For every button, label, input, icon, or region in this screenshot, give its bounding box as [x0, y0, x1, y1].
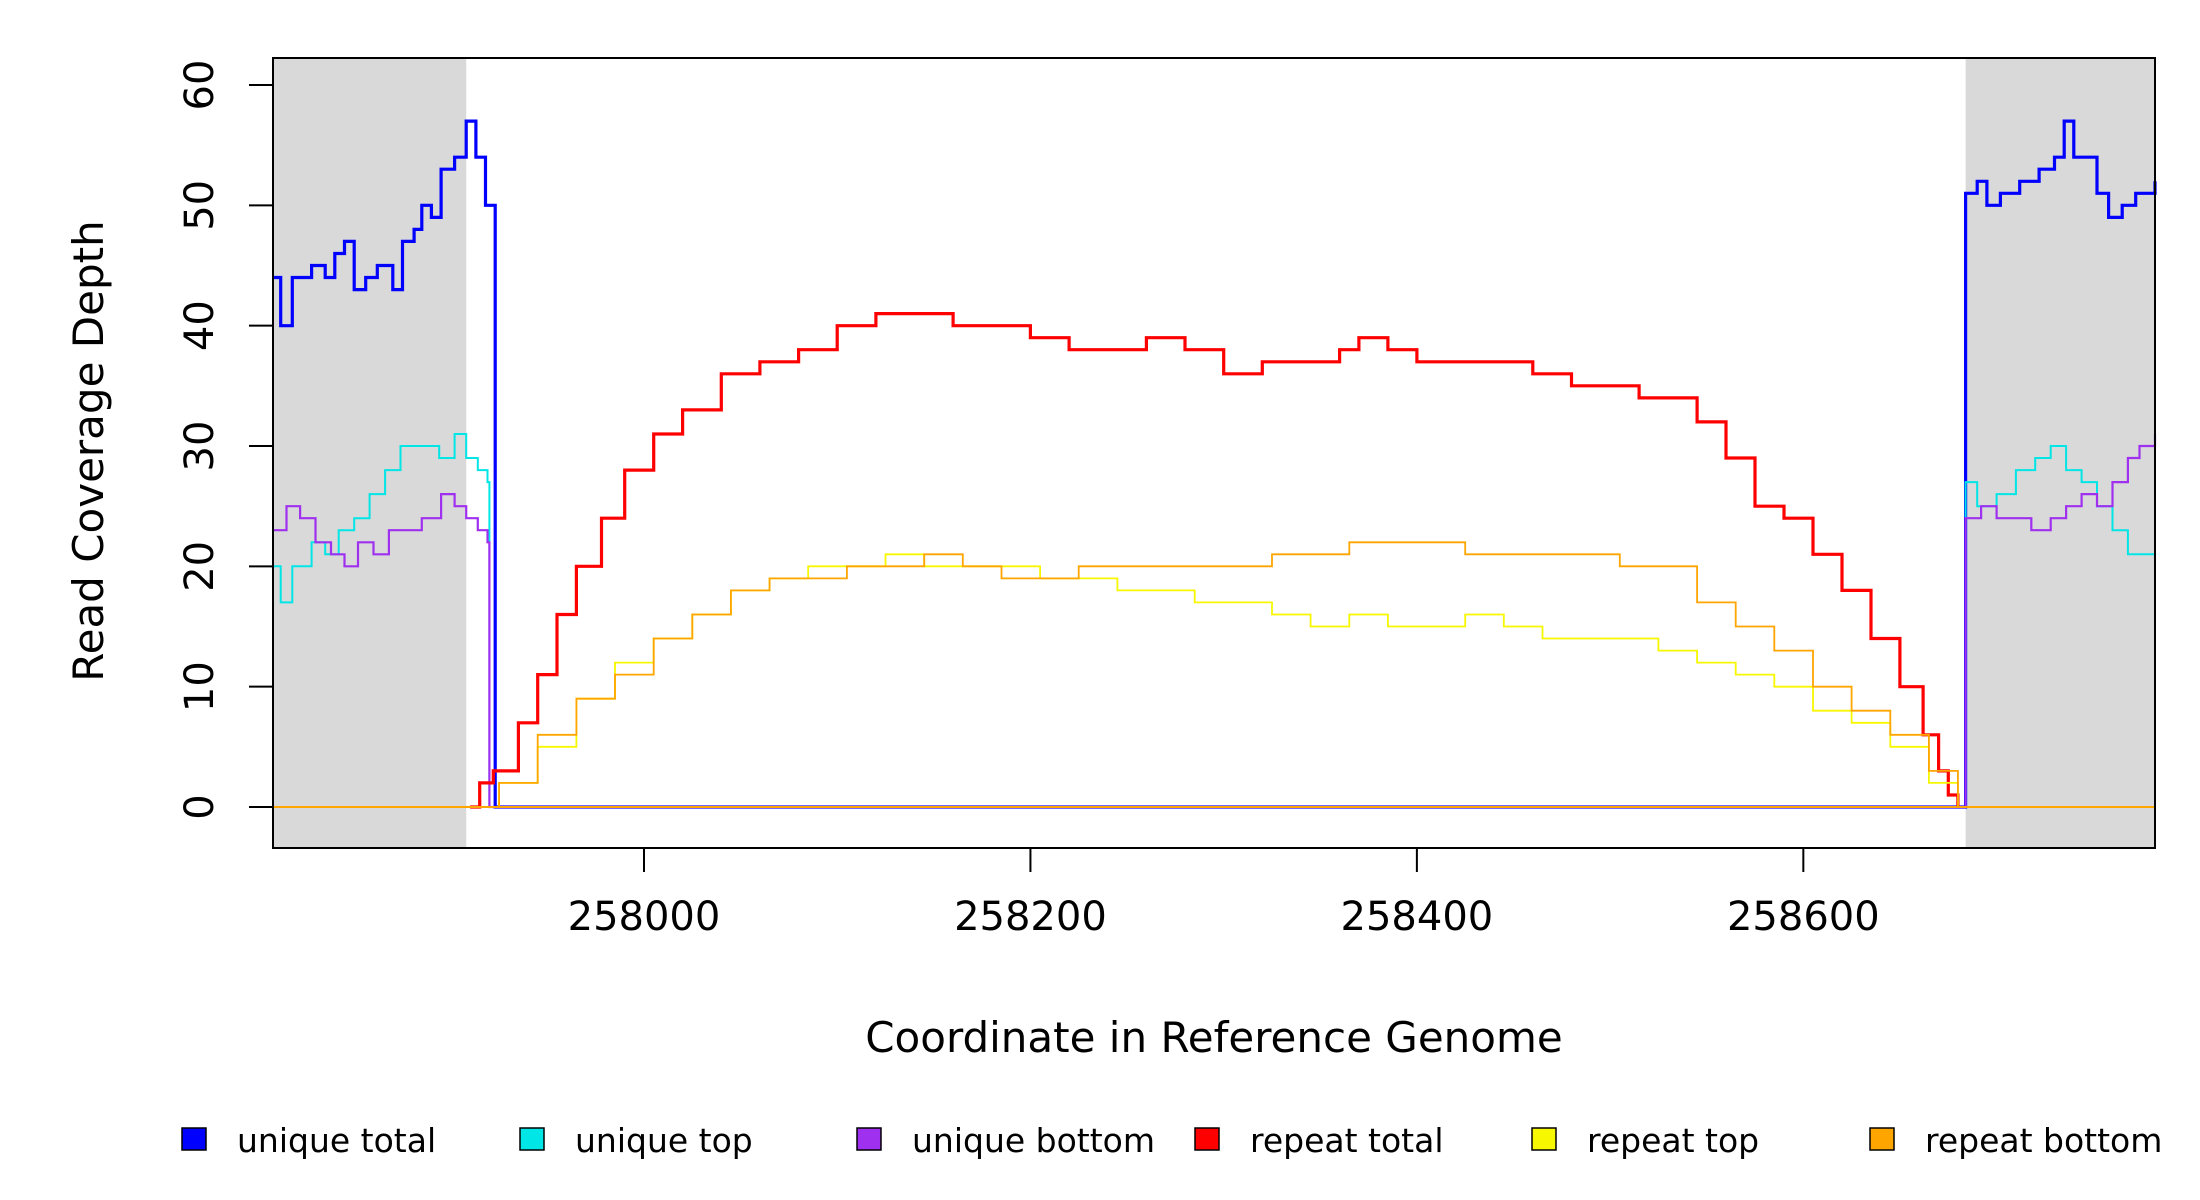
series-line-repeat-bottom: [470, 541, 1959, 808]
legend-label: unique top: [575, 1121, 753, 1160]
legend-label: repeat total: [1250, 1121, 1444, 1160]
x-axis: 258000 258200 258400 258600: [568, 848, 1880, 940]
series-line-unique-total: [273, 119, 2157, 809]
legend-label: repeat bottom: [1925, 1121, 2162, 1160]
legend-swatch-unique-total: [181, 1127, 207, 1151]
legend-swatch-unique-top: [519, 1127, 545, 1151]
series-lines: [273, 119, 2157, 809]
plot-frame: [272, 57, 2156, 849]
legend-label: unique total: [237, 1121, 436, 1160]
shaded-region-2: [1965, 58, 2155, 848]
legend: unique total unique top unique bottom repea…: [181, 1121, 2162, 1160]
y-axis-title: Read Coverage Depth: [64, 220, 113, 681]
legend-swatch-repeat-total: [1194, 1127, 1220, 1151]
series-line-repeat-top: [470, 553, 1959, 808]
legend-label: repeat top: [1587, 1121, 1759, 1160]
y-axis: 0 10 20 30 40 50 60: [177, 60, 273, 820]
y-tick-label: 0: [177, 794, 223, 819]
y-tick-label: 50: [177, 180, 223, 231]
x-tick-label: 258400: [1341, 894, 1494, 940]
shaded-region-1: [273, 58, 467, 848]
legend-label: unique bottom: [912, 1121, 1155, 1160]
legend-swatch-unique-bottom: [856, 1127, 882, 1151]
series-line-unique-top: [273, 433, 2155, 808]
series-line-repeat-total: [470, 312, 1960, 809]
legend-swatch-repeat-bottom: [1869, 1127, 1895, 1151]
y-tick-label: 20: [177, 541, 223, 592]
x-tick-label: 258000: [568, 894, 721, 940]
series-line-unique-bottom: [273, 434, 2157, 809]
legend-swatch-repeat-top: [1531, 1127, 1557, 1151]
x-tick-label: 258600: [1727, 894, 1880, 940]
y-tick-label: 40: [177, 300, 223, 351]
x-tick-label: 258200: [954, 894, 1107, 940]
x-axis-title: Coordinate in Reference Genome: [865, 1013, 1563, 1062]
y-tick-label: 10: [177, 661, 223, 712]
y-tick-label: 30: [177, 421, 223, 472]
shaded-regions: [273, 58, 2155, 848]
y-tick-label: 60: [177, 60, 223, 111]
